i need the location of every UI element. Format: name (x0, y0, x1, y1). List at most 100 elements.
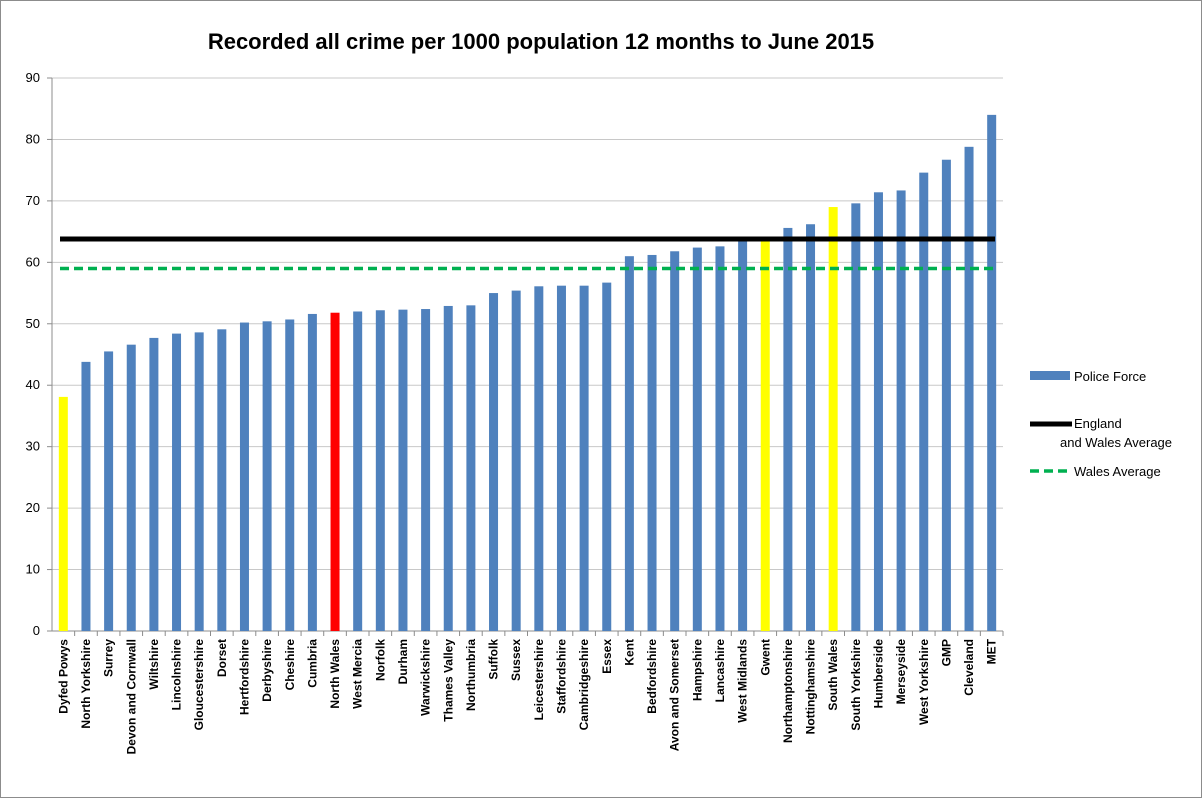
bar (285, 319, 295, 631)
bar (534, 286, 544, 631)
x-tick-label: Northumbria (464, 639, 478, 711)
x-tick-label: Merseyside (894, 639, 908, 705)
bar (262, 321, 272, 631)
chart-title: Recorded all crime per 1000 population 1… (207, 29, 875, 54)
bar (149, 337, 159, 631)
bar (307, 313, 317, 631)
bar (873, 192, 883, 631)
x-tick-label: Gwent (758, 639, 772, 676)
y-tick-label: 30 (26, 439, 40, 454)
bar (828, 207, 838, 632)
bar (987, 114, 997, 631)
bar (919, 172, 929, 631)
bar (81, 361, 91, 631)
bar (783, 227, 793, 631)
x-tick-label: Northamptonshire (781, 639, 795, 743)
x-tick-label: Lancashire (713, 639, 727, 703)
x-tick-label: MET (985, 638, 999, 664)
bar (647, 254, 657, 631)
bar (602, 282, 612, 631)
x-tick-label: West Yorkshire (917, 639, 931, 725)
bar (172, 333, 182, 631)
x-tick-label: Suffolk (487, 639, 501, 680)
bar (851, 203, 861, 631)
gridlines (47, 77, 1004, 636)
x-tick-label: Gloucestershire (192, 639, 206, 731)
bar (58, 396, 68, 631)
x-tick-label: Derbyshire (260, 639, 274, 702)
bar (556, 285, 566, 631)
bar (896, 190, 906, 631)
bar (964, 146, 974, 631)
bar (715, 246, 725, 631)
bar (443, 305, 453, 631)
x-tick-label: North Wales (328, 639, 342, 709)
x-tick-label: North Yorkshire (79, 639, 93, 729)
bar (330, 312, 340, 631)
x-tick-label: Dorset (215, 639, 229, 677)
y-tick-label: 70 (26, 193, 40, 208)
bar (239, 322, 249, 631)
y-tick-label: 20 (26, 500, 40, 515)
y-tick-label: 90 (26, 70, 40, 85)
bar (941, 159, 951, 631)
y-tick-label: 0 (33, 623, 40, 638)
bar (489, 293, 499, 631)
x-tick-label: Cleveland (962, 639, 976, 696)
bar (692, 247, 702, 631)
x-tick-label: Thames Valley (441, 639, 455, 722)
y-axis-ticks: 0 10 20 30 40 50 60 70 80 90 (26, 70, 40, 638)
x-tick-label: West Mercia (351, 639, 365, 709)
x-tick-label: Surrey (102, 639, 116, 677)
bar (760, 240, 770, 632)
x-tick-label: Bedfordshire (645, 639, 659, 714)
x-tick-label: Wiltshire (147, 639, 161, 690)
x-tick-label: Dyfed Powys (56, 639, 70, 714)
x-tick-label: South Yorkshire (849, 639, 863, 731)
y-tick-label: 50 (26, 316, 40, 331)
x-tick-label: Lincolnshire (170, 639, 184, 711)
x-tick-label: Nottinghamshire (804, 639, 818, 735)
legend-label-line: and Wales Average (1060, 435, 1172, 450)
x-tick-label: Kent (622, 639, 636, 666)
bars (58, 114, 997, 632)
x-tick-label: South Wales (826, 639, 840, 711)
x-tick-label: Cheshire (283, 639, 297, 691)
bar (806, 224, 816, 631)
bar (126, 344, 136, 631)
y-tick-label: 10 (26, 562, 40, 577)
legend-label-wales-average: Wales Average (1074, 464, 1161, 479)
x-tick-label: Avon and Somerset (668, 639, 682, 751)
y-tick-label: 80 (26, 131, 40, 146)
bar (217, 329, 227, 631)
x-tick-label: Staffordshire (554, 639, 568, 714)
legend-label-line: England (1074, 416, 1122, 431)
x-tick-label: GMP (939, 639, 953, 666)
x-tick-label: Hampshire (690, 639, 704, 701)
x-tick-label: Sussex (509, 639, 523, 681)
legend-swatch-police-force (1030, 371, 1070, 380)
x-tick-label: Essex (600, 639, 614, 674)
bar (375, 310, 385, 631)
x-tick-label: Durham (396, 639, 410, 684)
x-axis-labels: Dyfed Powys North Yorkshire Surrey Devon an… (56, 638, 998, 754)
bar (579, 285, 589, 631)
x-tick-label: West Midlands (736, 639, 750, 723)
x-tick-label: Cumbria (305, 639, 319, 688)
x-tick-label: Humberside (871, 639, 885, 709)
bar (421, 309, 431, 631)
bar (670, 251, 680, 632)
bar (624, 256, 634, 631)
bar (511, 290, 521, 631)
bar (353, 311, 363, 631)
bar (398, 309, 408, 631)
x-tick-label: Norfolk (373, 639, 387, 681)
bar (104, 351, 114, 631)
legend-label-police-force: Police Force (1074, 369, 1146, 384)
x-tick-label: Leicestershire (532, 639, 546, 721)
bar (466, 305, 476, 631)
x-tick-label: Cambridgeshire (577, 639, 591, 731)
legend-label-england-wales-average: England and Wales Average (1060, 416, 1172, 450)
bar (738, 240, 748, 632)
